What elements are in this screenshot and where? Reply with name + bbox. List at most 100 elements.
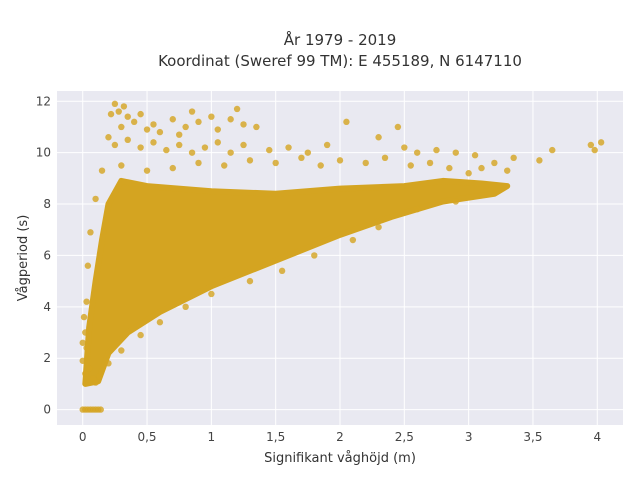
data-point-15 [195, 118, 202, 126]
data-point-85 [80, 313, 88, 321]
data-point-86 [452, 198, 459, 205]
x-tick-label: 0 [79, 430, 87, 444]
data-point-5 [130, 118, 138, 126]
data-point-32 [227, 149, 234, 156]
data-point-41 [401, 144, 408, 151]
data-point-75 [83, 298, 90, 305]
data-point-87 [413, 205, 421, 213]
x-tick-label: 1,5 [266, 430, 285, 444]
data-point-93 [208, 290, 215, 298]
x-tick-label: 2 [336, 430, 344, 444]
data-point-70 [118, 162, 125, 169]
y-tick-label: 0 [43, 403, 51, 417]
data-point-83 [79, 357, 86, 364]
data-point-13 [182, 123, 189, 131]
y-tick-labels: 0 2 4 6 8 10 12 [36, 94, 51, 416]
data-point-33 [240, 141, 247, 149]
x-tick-label: 3 [465, 430, 473, 444]
x-tick-label: 4 [593, 430, 601, 444]
data-point-51 [591, 146, 598, 154]
data-point-91 [278, 267, 286, 275]
data-point-50 [587, 141, 595, 149]
data-point-25 [137, 144, 144, 151]
x-tick-label: 3,5 [523, 430, 542, 444]
data-point-88 [375, 223, 382, 231]
data-point-65 [246, 157, 254, 164]
data-point-6 [118, 123, 125, 131]
data-point-59 [381, 154, 389, 161]
data-point-34 [266, 146, 273, 154]
data-point-76 [82, 329, 89, 336]
chart-subtitle: Koordinat (Sweref 99 TM): E 455189, N 61… [158, 52, 522, 70]
data-point-48 [536, 157, 543, 164]
x-tick-label: 1 [208, 430, 216, 444]
x-tick-label: 0,5 [137, 430, 156, 444]
data-point-53 [478, 164, 485, 172]
data-point-19 [233, 105, 241, 113]
data-point-24 [124, 136, 131, 144]
x-tick-labels: 0 0,5 1 1,5 2 2,5 3 3,5 4 [79, 430, 601, 444]
data-point-40 [394, 123, 402, 131]
data-point-63 [298, 154, 305, 161]
data-point-28 [176, 141, 183, 149]
y-tick-label: 2 [43, 351, 51, 365]
data-point-73 [87, 229, 94, 236]
y-tick-label: 6 [43, 248, 51, 262]
y-tick-label: 10 [36, 146, 51, 160]
data-point-1 [115, 108, 122, 115]
y-axis-title: Vågperiod (s) [16, 215, 31, 302]
data-point-29 [188, 149, 196, 156]
data-point-58 [407, 162, 414, 169]
data-point-56 [446, 164, 453, 172]
data-point-17 [214, 126, 221, 133]
data-point-61 [336, 157, 344, 164]
data-point-39 [375, 134, 382, 141]
data-point-46 [491, 159, 498, 167]
data-point-21 [253, 123, 260, 131]
data-point-9 [150, 121, 157, 128]
data-point-74 [84, 262, 92, 269]
data-point-27 [163, 146, 170, 154]
chart-title: År 1979 - 2019 [284, 30, 397, 49]
dense-point-cloud [82, 177, 511, 387]
data-point-14 [188, 108, 196, 115]
data-point-98 [105, 360, 112, 367]
data-point-80 [92, 379, 99, 386]
data-point-26 [150, 139, 157, 146]
data-point-55 [465, 170, 472, 177]
data-point-42 [413, 149, 421, 156]
x-tick-label: 2,5 [395, 430, 414, 444]
data-point-3 [120, 103, 128, 110]
data-point-95 [156, 319, 164, 326]
data-point-8 [143, 126, 151, 133]
data-point-23 [111, 141, 119, 149]
y-tick-label: 12 [36, 94, 51, 108]
y-tick-label: 8 [43, 197, 51, 211]
data-point-11 [169, 116, 176, 123]
data-point-62 [317, 162, 324, 169]
data-point-18 [227, 116, 234, 123]
data-point-97 [118, 347, 125, 354]
data-point-92 [246, 277, 254, 285]
data-point-22 [105, 134, 112, 141]
data-point-69 [143, 167, 151, 174]
data-point-84 [79, 339, 86, 346]
data-point-90 [311, 252, 318, 259]
data-point-44 [452, 149, 459, 156]
data-point-82 [82, 370, 89, 377]
data-point-36 [304, 149, 312, 156]
data-point-16 [208, 113, 215, 120]
data-point-60 [362, 159, 369, 167]
data-point-37 [323, 141, 331, 149]
data-point-35 [285, 144, 292, 151]
data-point-64 [272, 159, 279, 167]
x-axis-title: Signifikant våghöjd (m) [264, 451, 416, 466]
data-point-89 [349, 236, 357, 244]
data-point-38 [343, 118, 350, 126]
data-point-77 [83, 344, 90, 352]
data-point-52 [597, 139, 605, 146]
data-point-71 [98, 167, 106, 174]
data-point-57 [426, 159, 434, 167]
data-point-0 [111, 100, 119, 108]
